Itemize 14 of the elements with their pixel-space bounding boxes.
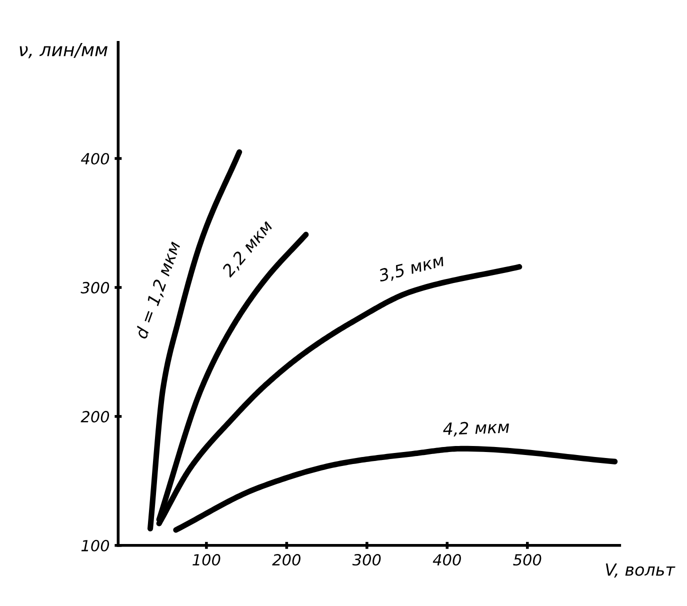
x-tick-label: 500	[513, 554, 542, 566]
y-tick-label: 300	[80, 282, 110, 294]
series-label: 4,2 мкм	[442, 420, 510, 437]
y-axis-title: ν, лин/мм	[20, 42, 108, 58]
x-tick-label: 100	[192, 554, 220, 566]
y-tick-label: 200	[80, 410, 110, 422]
x-tick-label: 400	[432, 554, 461, 566]
text: d = 1,2 мкм	[134, 240, 182, 340]
y-tick-label: 100	[81, 540, 110, 552]
x-axis-title: V, вольт	[606, 564, 676, 578]
x-tick-label: 200	[272, 554, 300, 566]
x-tick-label: 300	[352, 554, 381, 566]
y-tick-label: 400	[80, 152, 110, 165]
text: 3,5 мкм	[377, 254, 446, 284]
